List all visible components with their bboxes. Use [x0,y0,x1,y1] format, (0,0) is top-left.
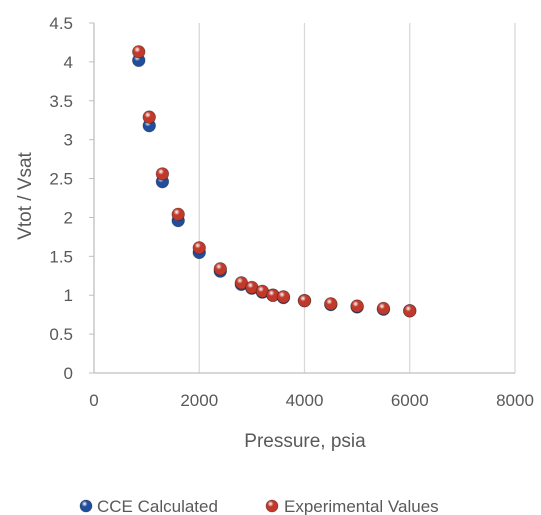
x-tick-label: 4000 [286,391,324,410]
y-tick-label: 1 [64,286,73,305]
point-experimental-values [213,262,228,276]
y-tick-label: 2 [64,208,73,227]
x-tick-label: 6000 [391,391,429,410]
point-experimental-values [132,45,146,59]
point-experimental-values [171,207,185,222]
legend-marker-cce-calculated [79,499,93,513]
x-tick-label: 8000 [496,391,534,410]
point-experimental-values [142,110,156,124]
point-experimental-values [297,293,312,308]
axes [89,22,515,374]
point-experimental-values [192,241,206,255]
y-tick-label: 4.5 [49,14,73,33]
y-tick-label: 3 [64,131,73,150]
y-tick-label: 2.5 [49,170,73,189]
point-experimental-values [155,167,170,181]
x-axis-title: Pressure, psia [244,431,366,452]
tick-labels: 0 2000 4000 6000 8000 0 0.5 1 1.5 2 2.5 3 3.5 4 4.5 [49,14,534,410]
gridlines [198,23,516,373]
y-tick-label: 4 [64,53,73,72]
x-tick-label: 0 [89,391,98,410]
point-experimental-values [350,299,364,313]
legend-label-cce-calculated: CCE Calculated [97,497,218,515]
data-points [132,45,417,318]
point-experimental-values [324,297,338,311]
point-experimental-values [376,301,391,316]
y-tick-label: 0.5 [49,325,73,344]
x-tick-label: 2000 [180,391,218,410]
y-tick-label: 3.5 [49,92,73,111]
legend: CCE Calculated Experimental Values [79,497,439,515]
y-axis-title: Vtot / Vsat [15,151,36,239]
point-experimental-values [276,290,291,304]
y-tick-label: 0 [64,364,73,383]
point-experimental-values [403,304,417,318]
y-tick-label: 1.5 [49,247,73,266]
legend-marker-experimental-values [265,499,279,513]
legend-label-experimental-values: Experimental Values [284,497,439,515]
